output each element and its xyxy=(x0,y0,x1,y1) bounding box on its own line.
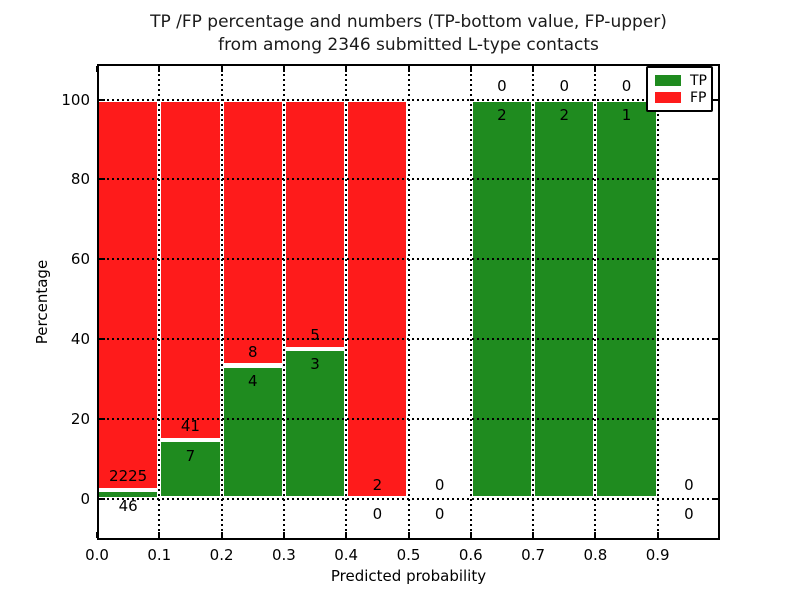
tp-count-label: 0 xyxy=(372,505,383,524)
y-tick-label: 40 xyxy=(70,329,90,348)
legend: TP FP xyxy=(646,66,713,112)
fp-count-label: 2225 xyxy=(109,467,148,486)
y-tick-mark-right xyxy=(712,258,718,261)
x-tick-mark xyxy=(469,532,472,538)
x-tick-mark xyxy=(407,532,410,538)
x-tick-label: 0.2 xyxy=(209,546,234,564)
x-gridline xyxy=(656,64,659,540)
x-tick-mark-top xyxy=(407,66,410,72)
fp-count-label: 0 xyxy=(559,76,570,95)
x-axis-label: Predicted probability xyxy=(330,567,487,585)
x-gridline xyxy=(469,64,472,540)
tp-bar-segment xyxy=(283,348,347,499)
fp-bar-segment xyxy=(346,99,409,499)
x-gridline xyxy=(220,64,223,540)
x-gridline xyxy=(532,64,535,540)
x-tick-label: 0.3 xyxy=(271,546,296,564)
legend-entry-fp: FP xyxy=(655,89,711,106)
fp-legend-swatch xyxy=(655,92,681,103)
x-gridline xyxy=(345,64,348,540)
y-tick-label: 0 xyxy=(80,489,90,508)
fp-bar-segment xyxy=(221,99,284,366)
y-tick-mark xyxy=(99,497,105,500)
x-tick-mark-top xyxy=(282,66,285,72)
chart-title-line2: from among 2346 submitted L-type contact… xyxy=(218,35,599,55)
y-tick-mark xyxy=(99,258,105,261)
x-tick-label: 0.5 xyxy=(396,546,421,564)
x-tick-mark-top xyxy=(96,66,98,72)
y-tick-mark xyxy=(99,337,105,340)
fp-count-label: 0 xyxy=(434,475,445,494)
tp-bar-segment xyxy=(470,99,534,499)
x-tick-mark xyxy=(532,532,535,538)
y-tick-mark xyxy=(99,178,105,181)
fp-count-label: 41 xyxy=(180,417,200,436)
fp-count-label: 5 xyxy=(310,325,320,344)
tp-bar-segment xyxy=(533,99,596,499)
x-tick-mark xyxy=(158,532,161,538)
fp-count-label: 0 xyxy=(684,475,694,494)
y-tick-mark-right xyxy=(712,178,718,181)
tp-count-label: 2 xyxy=(559,106,570,125)
fp-count-label: 0 xyxy=(621,76,632,95)
fp-count-label: 8 xyxy=(247,342,258,361)
fp-bar-segment xyxy=(97,99,160,491)
tp-bar-segment xyxy=(221,365,284,499)
fp-count-label: 0 xyxy=(497,76,507,95)
tp-count-label: 1 xyxy=(621,106,632,125)
x-tick-mark-top xyxy=(345,66,348,72)
x-tick-label: 0.0 xyxy=(85,546,109,564)
y-tick-mark-right xyxy=(712,337,718,340)
fp-legend-label: FP xyxy=(690,89,707,106)
x-tick-mark xyxy=(282,532,285,538)
x-tick-mark-top xyxy=(469,66,472,72)
y-tick-mark xyxy=(99,417,105,420)
chart-title: TP /FP percentage and numbers (TP-bottom… xyxy=(97,11,720,57)
y-tick-label: 60 xyxy=(70,250,90,269)
tp-legend-swatch xyxy=(655,75,681,86)
x-tick-mark-top xyxy=(220,66,223,72)
tp-count-label: 4 xyxy=(247,372,258,391)
x-tick-mark xyxy=(96,532,98,538)
chart-title-line1: TP /FP percentage and numbers (TP-bottom… xyxy=(150,12,667,32)
tp-count-label: 0 xyxy=(684,505,694,524)
fp-bar-segment xyxy=(159,99,222,441)
y-tick-label: 100 xyxy=(61,90,90,109)
x-gridline xyxy=(282,64,285,540)
x-gridline xyxy=(594,64,597,540)
x-tick-mark xyxy=(345,532,348,538)
x-gridline xyxy=(407,64,410,540)
y-tick-mark xyxy=(99,98,105,101)
x-tick-label: 0.1 xyxy=(147,546,172,564)
x-tick-mark xyxy=(656,532,659,538)
y-tick-mark-right xyxy=(712,98,718,101)
tp-count-label: 3 xyxy=(310,355,320,374)
x-tick-label: 0.6 xyxy=(458,546,483,564)
x-tick-label: 0.8 xyxy=(583,546,608,564)
tp-legend-label: TP xyxy=(690,72,707,89)
y-tick-mark-right xyxy=(712,417,718,420)
tp-bar-segment xyxy=(159,440,222,499)
legend-entry-tp: TP xyxy=(655,72,711,89)
y-tick-label: 20 xyxy=(70,409,90,428)
fp-count-label: 2 xyxy=(372,475,383,494)
tp-count-label: 2 xyxy=(497,106,507,125)
x-tick-mark-top xyxy=(158,66,161,72)
x-tick-mark xyxy=(220,532,223,538)
x-tick-label: 0.7 xyxy=(521,546,546,564)
y-tick-mark-right xyxy=(712,497,718,500)
x-tick-mark-top xyxy=(532,66,535,72)
x-tick-label: 0.4 xyxy=(334,546,359,564)
x-tick-label: 0.9 xyxy=(645,546,670,564)
tp-count-label: 0 xyxy=(434,505,445,524)
fp-bar-segment xyxy=(283,99,347,349)
x-gridline xyxy=(158,64,161,540)
tp-count-label: 46 xyxy=(118,496,138,515)
tp-count-label: 7 xyxy=(185,446,196,465)
x-tick-mark xyxy=(594,532,597,538)
x-tick-mark-top xyxy=(594,66,597,72)
y-tick-label: 80 xyxy=(70,170,90,189)
tp-bar-segment xyxy=(595,99,658,499)
